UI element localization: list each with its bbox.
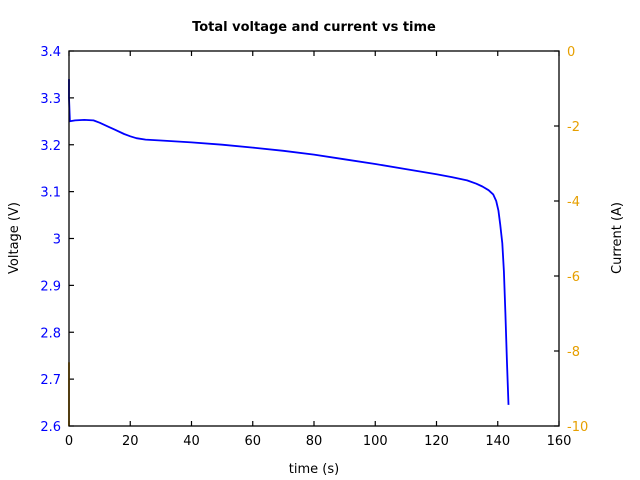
x-tick-label: 120	[424, 434, 449, 449]
y-tick-label: 3	[53, 233, 61, 248]
x-axis-label: time (s)	[289, 462, 339, 477]
axis-ticks: 0 20 40 60 80 100 120 140 160 2.6 2.7 2.8 2.9 3 3.1 3.2…	[40, 45, 588, 449]
y2-tick-label: -4	[567, 195, 580, 210]
y-tick-label: 2.7	[40, 373, 61, 388]
y-tick-label: 3.2	[40, 139, 61, 154]
y2-axis-label: Current (A)	[610, 202, 625, 274]
x-tick-label: 80	[306, 434, 323, 449]
y-axis-label: Voltage (V)	[7, 202, 22, 274]
x-tick-label: 0	[65, 434, 73, 449]
y-tick-label: 2.9	[40, 279, 61, 294]
y-tick-label: 2.8	[40, 326, 61, 341]
y-tick-label: 2.6	[40, 420, 61, 435]
plot-area	[68, 79, 510, 426]
y-tick-label: 3.3	[40, 92, 61, 107]
voltage-series-line	[68, 79, 510, 405]
x-tick-label: 140	[485, 434, 510, 449]
x-tick-label: 100	[363, 434, 388, 449]
y2-tick-label: 0	[567, 45, 575, 60]
x-tick-label: 160	[547, 434, 572, 449]
y2-tick-label: -2	[567, 120, 580, 135]
plot-frame	[68, 50, 560, 427]
y2-tick-label: -8	[567, 345, 580, 360]
y-tick-label: 3.1	[40, 186, 61, 201]
y-tick-label: 3.4	[40, 45, 61, 60]
x-tick-label: 60	[244, 434, 261, 449]
chart-title: Total voltage and current vs time	[192, 20, 436, 35]
y2-tick-label: -10	[567, 420, 588, 435]
x-tick-label: 20	[122, 434, 139, 449]
x-tick-label: 40	[183, 434, 200, 449]
y2-tick-label: -6	[567, 270, 580, 285]
